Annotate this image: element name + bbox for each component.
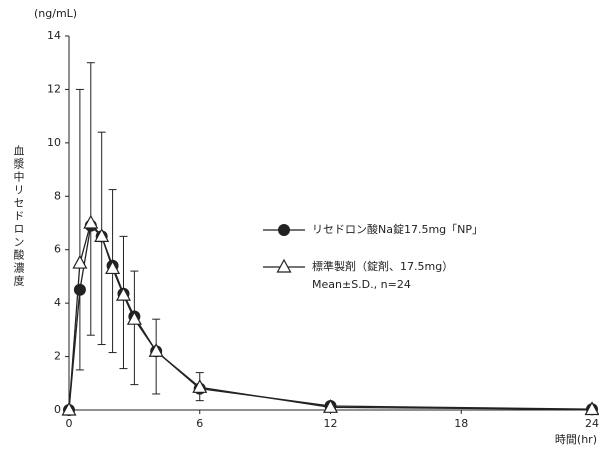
legend-marker (278, 224, 290, 236)
legend-label: リセドロン酸Na錠17.5mg「NP」 (312, 222, 483, 236)
y-tick-label: 14 (47, 29, 61, 42)
error-bar (97, 236, 106, 346)
marker (584, 401, 599, 416)
x-tick-label: 6 (196, 417, 203, 430)
marker (105, 260, 121, 275)
y-tick-label: 6 (54, 243, 61, 256)
marker (126, 310, 142, 325)
marker (61, 401, 77, 416)
x-tick-label: 0 (66, 417, 73, 430)
error-bar (152, 351, 161, 395)
y-tick-label: 12 (47, 82, 61, 95)
legend-label: 標準製剤（錠剤、17.5mg） (312, 259, 453, 273)
marker (322, 399, 339, 413)
error-bar (108, 189, 117, 269)
x-tick-label: 18 (454, 417, 468, 430)
error-bar (108, 265, 117, 354)
y-tick-label: 2 (54, 350, 61, 363)
marker (148, 342, 164, 357)
error-bar (86, 225, 95, 336)
x-axis-label: 時間(hr) (555, 433, 597, 446)
series-line (68, 224, 593, 411)
legend-marker (276, 258, 292, 273)
y-tick-label: 8 (54, 189, 61, 202)
error-bar (75, 88, 84, 264)
annotation: Mean±S.D., n=24 (312, 278, 411, 291)
error-bar (97, 131, 106, 237)
x-tick-label: 24 (585, 417, 599, 430)
marker (94, 228, 110, 242)
marker (72, 254, 88, 269)
marker (83, 214, 99, 229)
error-bar (130, 316, 139, 386)
marker (192, 379, 208, 393)
y-tick-label: 0 (54, 403, 61, 416)
error-bar (86, 62, 95, 223)
y-unit: (ng/mL) (34, 7, 77, 20)
marker (73, 283, 86, 296)
error-bar (75, 289, 84, 371)
error-bar (119, 293, 128, 370)
error-bar (119, 235, 128, 296)
y-axis-label: 血漿中リセドロン酸濃度 (12, 144, 25, 288)
y-tick-label: 4 (54, 296, 61, 309)
series-line (68, 221, 593, 411)
marker (115, 286, 131, 301)
x-tick-label: 12 (324, 417, 338, 430)
y-tick-label: 10 (47, 136, 61, 149)
